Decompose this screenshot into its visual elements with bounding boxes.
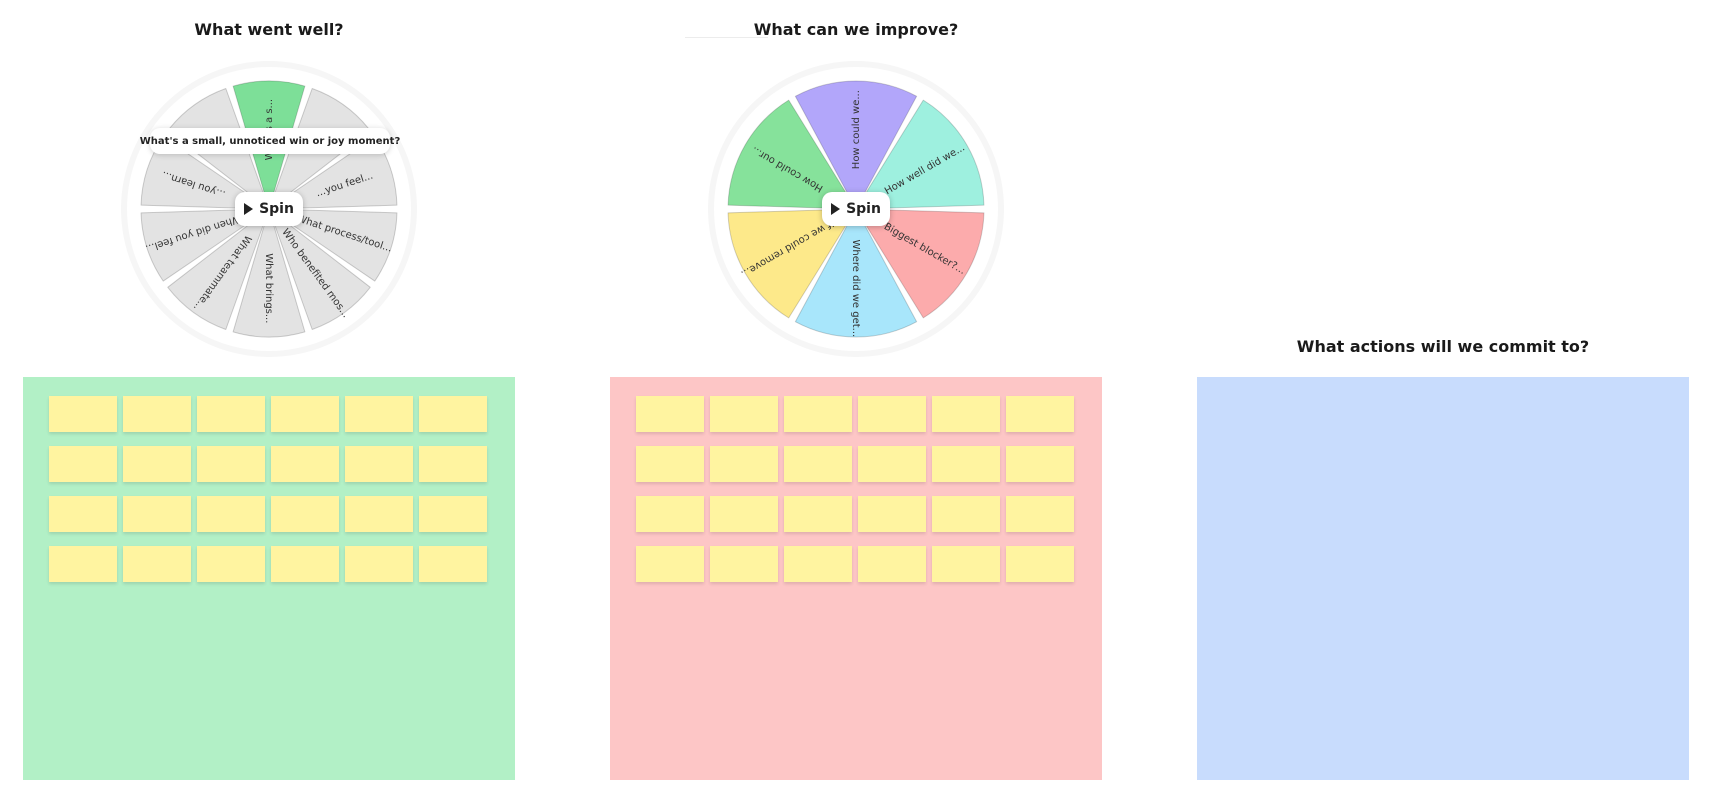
sticky-note[interactable] <box>1006 446 1074 482</box>
improve-area[interactable] <box>610 377 1102 780</box>
sticky-note[interactable] <box>345 446 413 482</box>
wheel-segment <box>794 80 918 210</box>
sticky-note[interactable] <box>710 546 778 582</box>
sticky-note[interactable] <box>858 496 926 532</box>
sticky-note[interactable] <box>932 446 1000 482</box>
wheel-segment <box>855 99 985 210</box>
sticky-note[interactable] <box>636 446 704 482</box>
sticky-note[interactable] <box>784 396 852 432</box>
sticky-note[interactable] <box>123 446 191 482</box>
sticky-note[interactable] <box>419 396 487 432</box>
sticky-note[interactable] <box>932 546 1000 582</box>
play-icon <box>831 203 841 215</box>
wheel-segment <box>727 208 857 319</box>
sticky-note[interactable] <box>345 546 413 582</box>
sticky-note[interactable] <box>197 496 265 532</box>
sticky-note[interactable] <box>271 546 339 582</box>
wheel-segment <box>727 99 857 210</box>
wheel-segment <box>140 208 270 282</box>
sticky-note[interactable] <box>710 396 778 432</box>
sticky-note[interactable] <box>419 446 487 482</box>
sticky-note[interactable] <box>271 396 339 432</box>
sticky-note[interactable] <box>271 496 339 532</box>
sticky-note[interactable] <box>636 496 704 532</box>
sticky-note[interactable] <box>932 396 1000 432</box>
wheel-segment <box>167 208 270 330</box>
wheel-segment <box>232 208 306 338</box>
actions-title: What actions will we commit to? <box>1296 337 1590 356</box>
wheel-segment-label: Where did we get... <box>850 239 861 337</box>
sticky-note[interactable] <box>49 396 117 432</box>
sticky-note[interactable] <box>197 546 265 582</box>
sticky-note[interactable] <box>1006 546 1074 582</box>
sticky-notes-grid <box>49 396 487 582</box>
sticky-note[interactable] <box>784 546 852 582</box>
spin-label: Spin <box>846 201 881 217</box>
selected-question-tooltip: What's a small, unnoticed win or joy mom… <box>140 128 400 154</box>
sticky-note[interactable] <box>49 496 117 532</box>
went-well-area[interactable] <box>23 377 515 780</box>
went-well-title: What went well? <box>194 20 344 39</box>
sticky-note[interactable] <box>932 496 1000 532</box>
sticky-note[interactable] <box>123 396 191 432</box>
wheel-segment-label: What brings... <box>263 253 274 323</box>
sticky-note[interactable] <box>858 546 926 582</box>
sticky-note[interactable] <box>345 496 413 532</box>
improve-title: What can we improve? <box>753 20 959 39</box>
play-icon <box>244 203 254 215</box>
wheel-segment <box>855 208 985 319</box>
sticky-note[interactable] <box>636 546 704 582</box>
spin-button[interactable]: Spin <box>822 192 890 226</box>
sticky-note[interactable] <box>858 446 926 482</box>
wheel-segment <box>268 208 398 282</box>
sticky-note[interactable] <box>419 546 487 582</box>
sticky-note[interactable] <box>49 446 117 482</box>
sticky-note[interactable] <box>858 396 926 432</box>
spin-button[interactable]: Spin <box>235 192 303 226</box>
spinner-wheel-improve[interactable]: How could we... How well did we... Biggest… <box>708 61 1004 357</box>
sticky-note[interactable] <box>197 446 265 482</box>
spin-label: Spin <box>259 201 294 217</box>
sticky-note[interactable] <box>123 496 191 532</box>
sticky-note[interactable] <box>419 496 487 532</box>
wheel-segment <box>794 208 918 338</box>
sticky-note[interactable] <box>197 396 265 432</box>
sticky-note[interactable] <box>271 446 339 482</box>
sticky-note[interactable] <box>784 446 852 482</box>
sticky-note[interactable] <box>1006 396 1074 432</box>
sticky-note[interactable] <box>345 396 413 432</box>
sticky-note[interactable] <box>710 496 778 532</box>
sticky-notes-grid <box>636 396 1074 582</box>
sticky-note[interactable] <box>1006 496 1074 532</box>
sticky-note[interactable] <box>710 446 778 482</box>
sticky-note[interactable] <box>123 546 191 582</box>
wheel-segment-label: How could we... <box>851 90 862 169</box>
spinner-wheel-went-well[interactable]: What's a s.........you feel...What proce… <box>121 61 417 357</box>
sticky-note[interactable] <box>49 546 117 582</box>
wheel-segment <box>268 208 371 330</box>
sticky-note[interactable] <box>784 496 852 532</box>
actions-area[interactable] <box>1197 377 1689 780</box>
sticky-note[interactable] <box>636 396 704 432</box>
divider <box>685 37 768 38</box>
